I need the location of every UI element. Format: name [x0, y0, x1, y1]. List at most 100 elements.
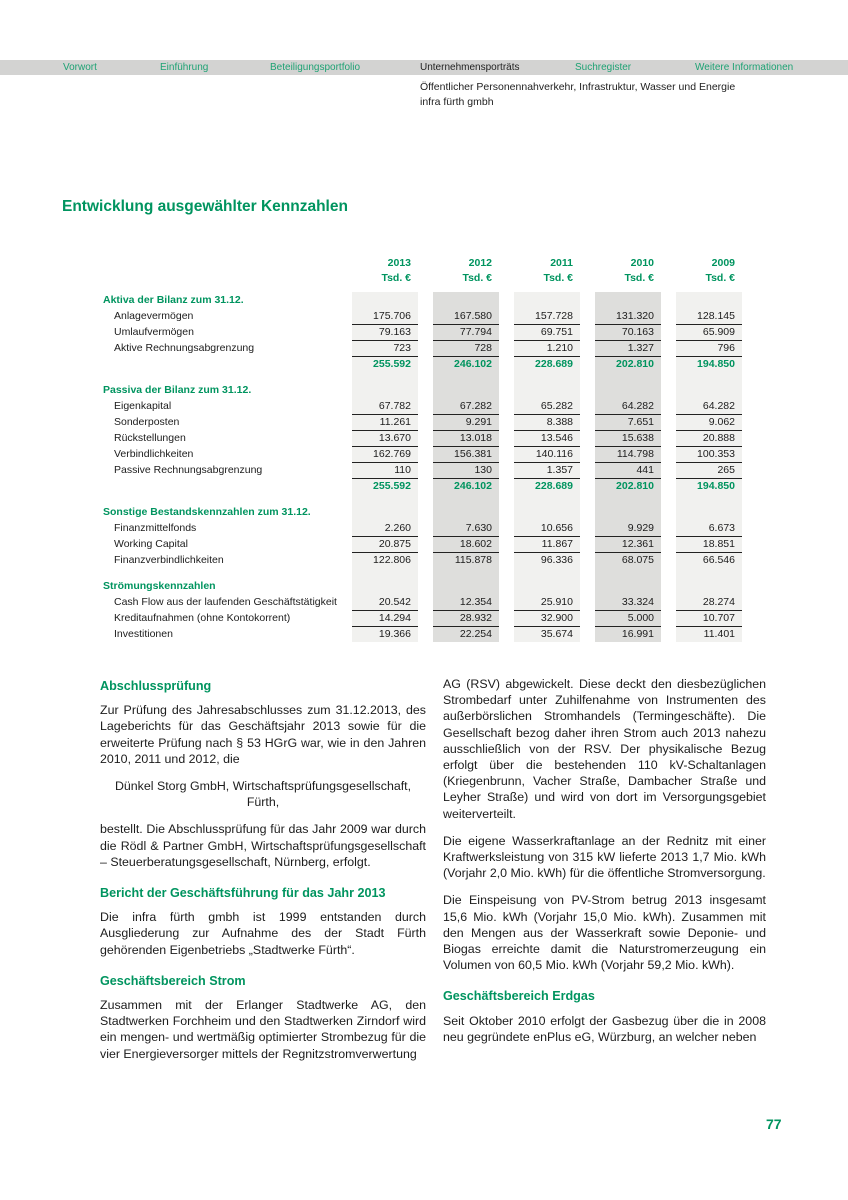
value-cell: 255.592	[352, 356, 433, 372]
cell-value: 35.674	[540, 628, 573, 640]
cell-value: 167.580	[433, 308, 499, 325]
row-label	[100, 356, 352, 372]
page-title: Entwicklung ausgewählter Kennzahlen	[62, 198, 348, 215]
year-header-cell: 2009	[676, 256, 757, 271]
cell-value: 19.366	[378, 628, 411, 640]
value-cell: 100.353	[676, 446, 757, 463]
table-year-header-row: 2013 2012 2011 2010 2009	[100, 256, 748, 271]
cell-value: 5.000	[595, 610, 661, 627]
year-header-cell: 2010	[595, 256, 676, 271]
cell-value: 12.361	[595, 536, 661, 553]
cell-value: 65.909	[676, 324, 742, 341]
value-cell: 255.592	[352, 478, 433, 494]
cell-value: 77.794	[433, 324, 499, 341]
row-label: Kreditaufnahmen (ohne Kontokorrent)	[114, 612, 291, 624]
row-label: Aktive Rechnungsabgrenzung	[114, 342, 255, 354]
value-cell: 64.282	[595, 398, 676, 415]
value-cell: 67.282	[433, 398, 514, 415]
cell-value: 122.806	[373, 554, 411, 566]
article-right-column: AG (RSV) abgewickelt. Diese deckt den di…	[443, 676, 766, 1056]
article-paragraph-left: Die infra fürth gmbh ist 1999 entstanden…	[100, 910, 426, 957]
cell-value: 156.381	[433, 446, 499, 463]
row-label	[100, 271, 352, 286]
cell-value: 110	[352, 462, 418, 479]
column-stripe-2013	[352, 292, 418, 642]
value-cell: 128.145	[676, 308, 757, 325]
nav-item-beteiligungsportfolio[interactable]: Beteiligungsportfolio	[270, 62, 361, 73]
cell-value: 65.282	[514, 398, 580, 415]
row-label	[100, 478, 352, 494]
cell-value: 33.324	[595, 594, 661, 611]
value-cell: 8.388	[514, 414, 595, 431]
value-cell: 7.630	[433, 520, 514, 537]
value-cell: 265	[676, 462, 757, 479]
column-stripes	[100, 292, 748, 642]
cell-value: 2.260	[352, 520, 418, 537]
value-cell: 228.689	[514, 478, 595, 494]
row-label: Passive Rechnungsabgrenzung	[114, 464, 263, 476]
column-stripe-2009	[676, 292, 742, 642]
cell-value: 7.651	[595, 414, 661, 431]
value-cell: 728	[433, 340, 514, 357]
nav-item-suchregister[interactable]: Suchregister	[575, 62, 632, 73]
article-paragraph-left: Zur Prüfung des Jahresabschlusses zum 31…	[100, 703, 426, 766]
value-cell: 19.366	[352, 626, 433, 642]
row-label: Cash Flow aus der laufenden Geschäftstät…	[114, 596, 337, 608]
value-cell: 11.401	[676, 626, 757, 642]
value-cell: 16.991	[595, 626, 676, 642]
cell-value: 11.261	[352, 414, 418, 431]
row-label: Passiva der Bilanz zum 31.12.	[103, 384, 252, 396]
value-cell: 69.751	[514, 324, 595, 341]
value-cell: 11.261	[352, 414, 433, 431]
cell-value: Tsd. €	[381, 272, 411, 284]
cell-value: 100.353	[676, 446, 742, 463]
cell-value: 64.282	[676, 398, 742, 415]
nav-item-vorwort[interactable]: Vorwort	[63, 62, 97, 73]
cell-value: 202.810	[616, 480, 654, 492]
cell-value: 2009	[711, 257, 735, 269]
value-cell: 796	[676, 340, 757, 357]
value-cell: 1.357	[514, 462, 595, 479]
table-rows: 2013 2012 2011 2010 2009 Tsd. € Tsd. € Tsd. € Ts…	[100, 256, 748, 642]
value-cell: 20.542	[352, 594, 433, 611]
cell-value: 15.638	[595, 430, 661, 447]
cell-value: 11.401	[703, 628, 735, 640]
table-row: Rückstellungen 13.670 13.018 13.546 15.638 20…	[100, 430, 748, 447]
cell-value: 162.769	[352, 446, 418, 463]
year-header-cell: 2012	[433, 256, 514, 271]
value-cell: 12.361	[595, 536, 676, 553]
nav-item-einfuehrung[interactable]: Einführung	[160, 62, 209, 73]
cell-value: 20.888	[676, 430, 742, 447]
cell-value: 9.062	[676, 414, 742, 431]
cell-value: 728	[433, 340, 499, 357]
kennzahlen-table: 2013 2012 2011 2010 2009 Tsd. € Tsd. € Tsd. € Ts…	[100, 256, 748, 642]
cell-value: 8.388	[514, 414, 580, 431]
value-cell: 28.932	[433, 610, 514, 627]
nav-item-unternehmensportraets[interactable]: Unternehmensporträts	[420, 62, 520, 73]
cell-value: 64.282	[595, 398, 661, 415]
unit-cell: Tsd. €	[433, 271, 514, 286]
cell-value: 115.878	[454, 554, 492, 566]
row-label: Investitionen	[114, 628, 173, 640]
cell-value: 194.850	[697, 358, 735, 370]
top-nav: Vorwort Einführung Beteiligungsportfolio Un…	[0, 60, 848, 75]
table-row: Finanzmittelfonds 2.260 7.630 10.656 9.929 6.…	[100, 520, 748, 537]
value-cell: 114.798	[595, 446, 676, 463]
row-label	[100, 256, 352, 271]
value-cell: 66.546	[676, 552, 757, 568]
value-cell: 7.651	[595, 414, 676, 431]
value-cell: 131.320	[595, 308, 676, 325]
value-cell: 723	[352, 340, 433, 357]
cell-value: Tsd. €	[624, 272, 654, 284]
value-cell: 28.274	[676, 594, 757, 611]
nav-item-weitere-informationen[interactable]: Weitere Informationen	[695, 62, 794, 73]
value-cell: 130	[433, 462, 514, 479]
cell-value: 16.991	[621, 628, 654, 640]
cell-value: 12.354	[433, 594, 499, 611]
cell-value: 255.592	[373, 480, 411, 492]
cell-value: 140.116	[514, 446, 580, 463]
value-cell: 10.656	[514, 520, 595, 537]
value-cell: 11.867	[514, 536, 595, 553]
cell-value: Tsd. €	[705, 272, 735, 284]
table-row: Cash Flow aus der laufenden Geschäftstät…	[100, 594, 748, 611]
